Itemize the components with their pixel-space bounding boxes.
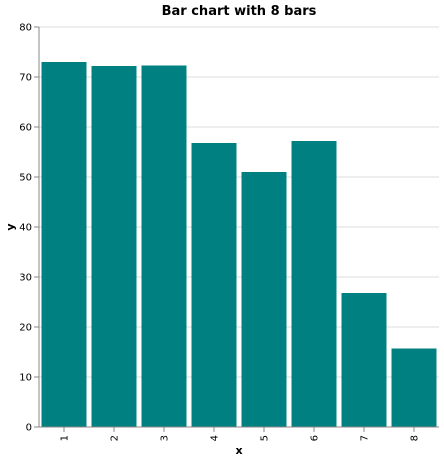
bar-3 xyxy=(141,65,187,427)
x-tick-label-7: 7 xyxy=(360,435,371,441)
x-axis-title: x xyxy=(235,444,242,457)
bars xyxy=(41,62,437,427)
x-tick-label-6: 6 xyxy=(310,435,321,441)
bar-7 xyxy=(341,293,387,427)
y-axis-title: y xyxy=(4,223,17,230)
bar-6 xyxy=(291,141,337,427)
x-axis-ticks: 1 2 3 4 5 6 7 8 xyxy=(60,427,421,441)
y-tick-label-20: 20 xyxy=(19,323,32,334)
x-tick-label-1: 1 xyxy=(60,435,71,441)
y-tick-label-0: 0 xyxy=(26,423,32,434)
x-tick-label-4: 4 xyxy=(210,435,221,441)
y-tick-label-10: 10 xyxy=(19,373,32,384)
y-tick-label-80: 80 xyxy=(19,23,32,34)
x-tick-label-8: 8 xyxy=(410,435,421,441)
y-tick-label-30: 30 xyxy=(19,273,32,284)
y-tick-label-50: 50 xyxy=(19,173,32,184)
y-tick-label-60: 60 xyxy=(19,123,32,134)
x-tick-label-2: 2 xyxy=(110,435,121,441)
x-tick-label-3: 3 xyxy=(160,435,171,441)
y-tick-label-40: 40 xyxy=(19,223,32,234)
y-tick-label-70: 70 xyxy=(19,73,32,84)
bar-1 xyxy=(41,62,87,427)
bar-4 xyxy=(191,143,237,427)
bar-8 xyxy=(391,348,437,427)
bar-5 xyxy=(241,172,287,427)
chart-title: Bar chart with 8 bars xyxy=(162,4,317,19)
bar-2 xyxy=(91,66,137,427)
y-axis-ticks: 0 10 20 30 40 50 60 70 80 xyxy=(19,23,39,434)
x-tick-label-5: 5 xyxy=(260,435,271,441)
